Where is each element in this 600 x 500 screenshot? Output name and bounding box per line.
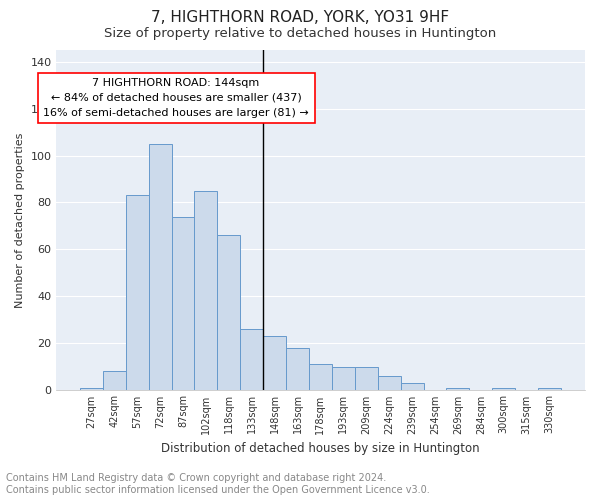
Bar [355, 366, 377, 390]
Text: 7 HIGHTHORN ROAD: 144sqm
← 84% of detached houses are smaller (437)
16% of semi-: 7 HIGHTHORN ROAD: 144sqm ← 84% of detach… [43, 78, 309, 118]
Text: Contains HM Land Registry data © Crown copyright and database right 2024.
Contai: Contains HM Land Registry data © Crown c… [6, 474, 430, 495]
Bar [263, 336, 286, 390]
Bar [149, 144, 172, 390]
Bar [126, 196, 149, 390]
Text: Size of property relative to detached houses in Huntington: Size of property relative to detached ho… [104, 28, 496, 40]
Bar [103, 372, 126, 390]
Bar [538, 388, 561, 390]
Y-axis label: Number of detached properties: Number of detached properties [15, 132, 25, 308]
Bar [172, 216, 194, 390]
Bar [80, 388, 103, 390]
Bar [446, 388, 469, 390]
Bar [217, 236, 240, 390]
Text: 7, HIGHTHORN ROAD, YORK, YO31 9HF: 7, HIGHTHORN ROAD, YORK, YO31 9HF [151, 10, 449, 25]
Bar [492, 388, 515, 390]
Bar [332, 366, 355, 390]
Bar [286, 348, 309, 390]
Bar [240, 329, 263, 390]
Bar [377, 376, 401, 390]
Bar [401, 383, 424, 390]
Bar [194, 190, 217, 390]
Bar [309, 364, 332, 390]
X-axis label: Distribution of detached houses by size in Huntington: Distribution of detached houses by size … [161, 442, 480, 455]
